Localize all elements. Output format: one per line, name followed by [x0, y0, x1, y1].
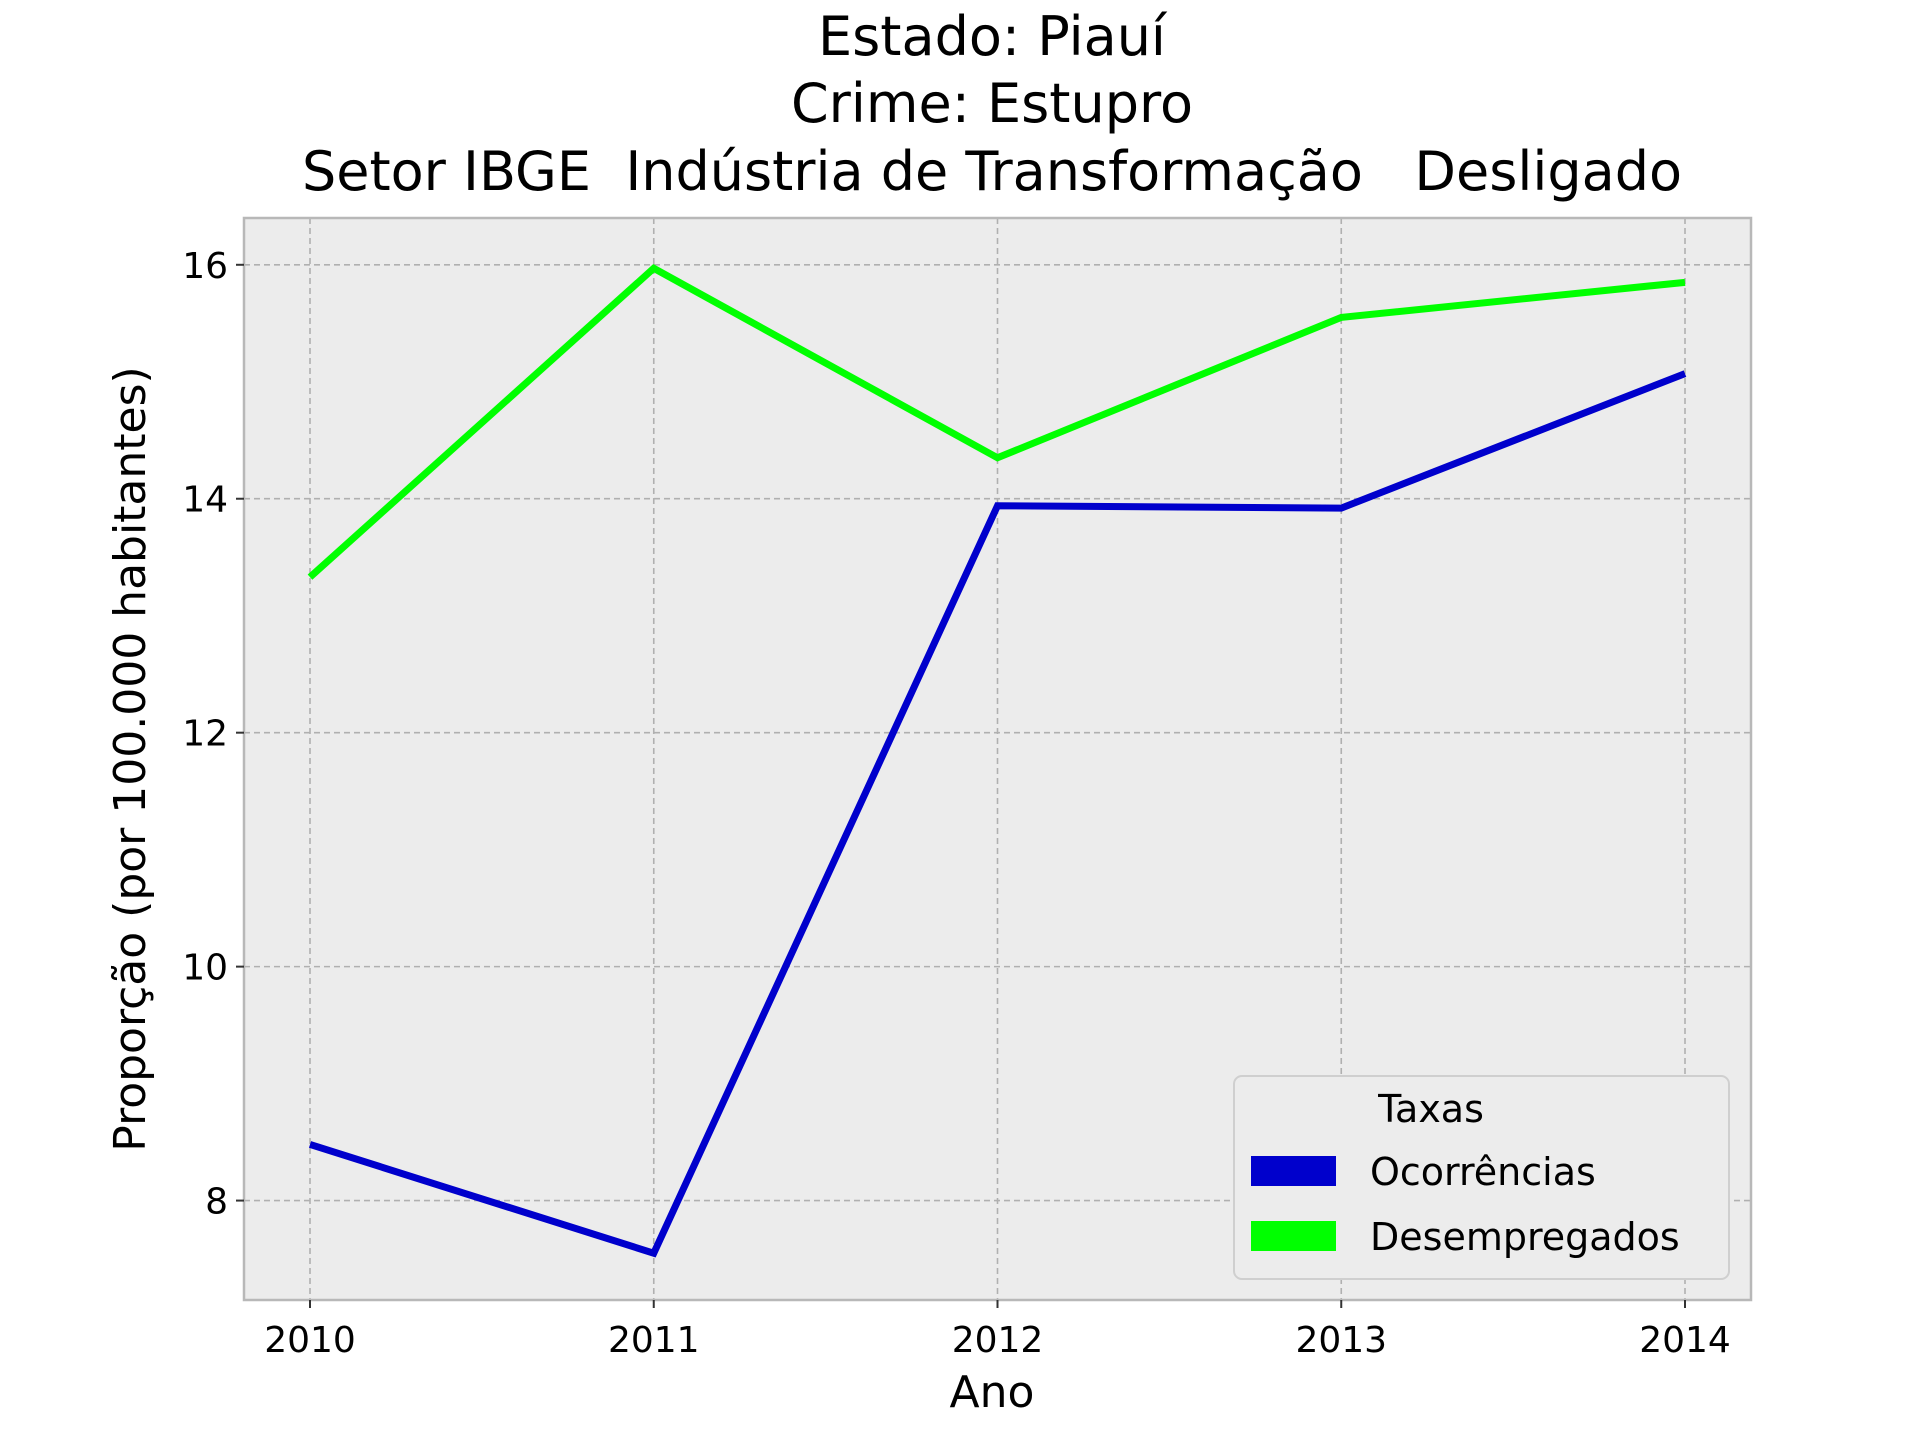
legend-swatch: [1251, 1221, 1336, 1251]
y-tick-label: 12: [182, 714, 228, 755]
y-axis-label: Proporção (por 100.000 habitantes): [105, 366, 156, 1151]
chart-title: Estado: Piauí Crime: Estupro Setor IBGE …: [302, 5, 1682, 203]
series-lines: [307, 264, 1687, 1258]
legend-label: Ocorrências: [1370, 1150, 1596, 1194]
legend-title: Taxas: [1377, 1087, 1484, 1131]
y-tick-label: 16: [182, 246, 228, 287]
legend-box: [1233, 1075, 1730, 1280]
x-tick-label: 2013: [1295, 1320, 1387, 1361]
legend-swatch: [1251, 1156, 1336, 1186]
x-axis-ticks: 2010 2011 2012 2013 2014: [264, 1300, 1731, 1361]
y-tick-label: 14: [182, 480, 228, 521]
y-tick-label: 10: [182, 948, 228, 989]
series-line: [308, 370, 1687, 1258]
x-tick-label: 2014: [1639, 1320, 1731, 1361]
x-tick-label: 2012: [952, 1320, 1044, 1361]
chart-title-line-2: Crime: Estupro: [791, 72, 1193, 135]
chart-title-line-3: Setor IBGE Indústria de Transformação De…: [302, 140, 1682, 203]
y-axis-ticks: 8 10 12 14 16: [182, 246, 244, 1223]
x-tick-label: 2010: [264, 1320, 356, 1361]
x-tick-label: 2011: [608, 1320, 700, 1361]
y-tick-label: 8: [205, 1182, 228, 1223]
x-axis-label: Ano: [950, 1367, 1035, 1418]
legend-label: Desempregados: [1370, 1215, 1680, 1259]
series-line: [307, 264, 1686, 580]
chart-title-line-1: Estado: Piauí: [818, 5, 1168, 68]
grid-lines: [244, 218, 1751, 1300]
legend: Taxas Ocorrências Desempregados: [1233, 1075, 1730, 1280]
